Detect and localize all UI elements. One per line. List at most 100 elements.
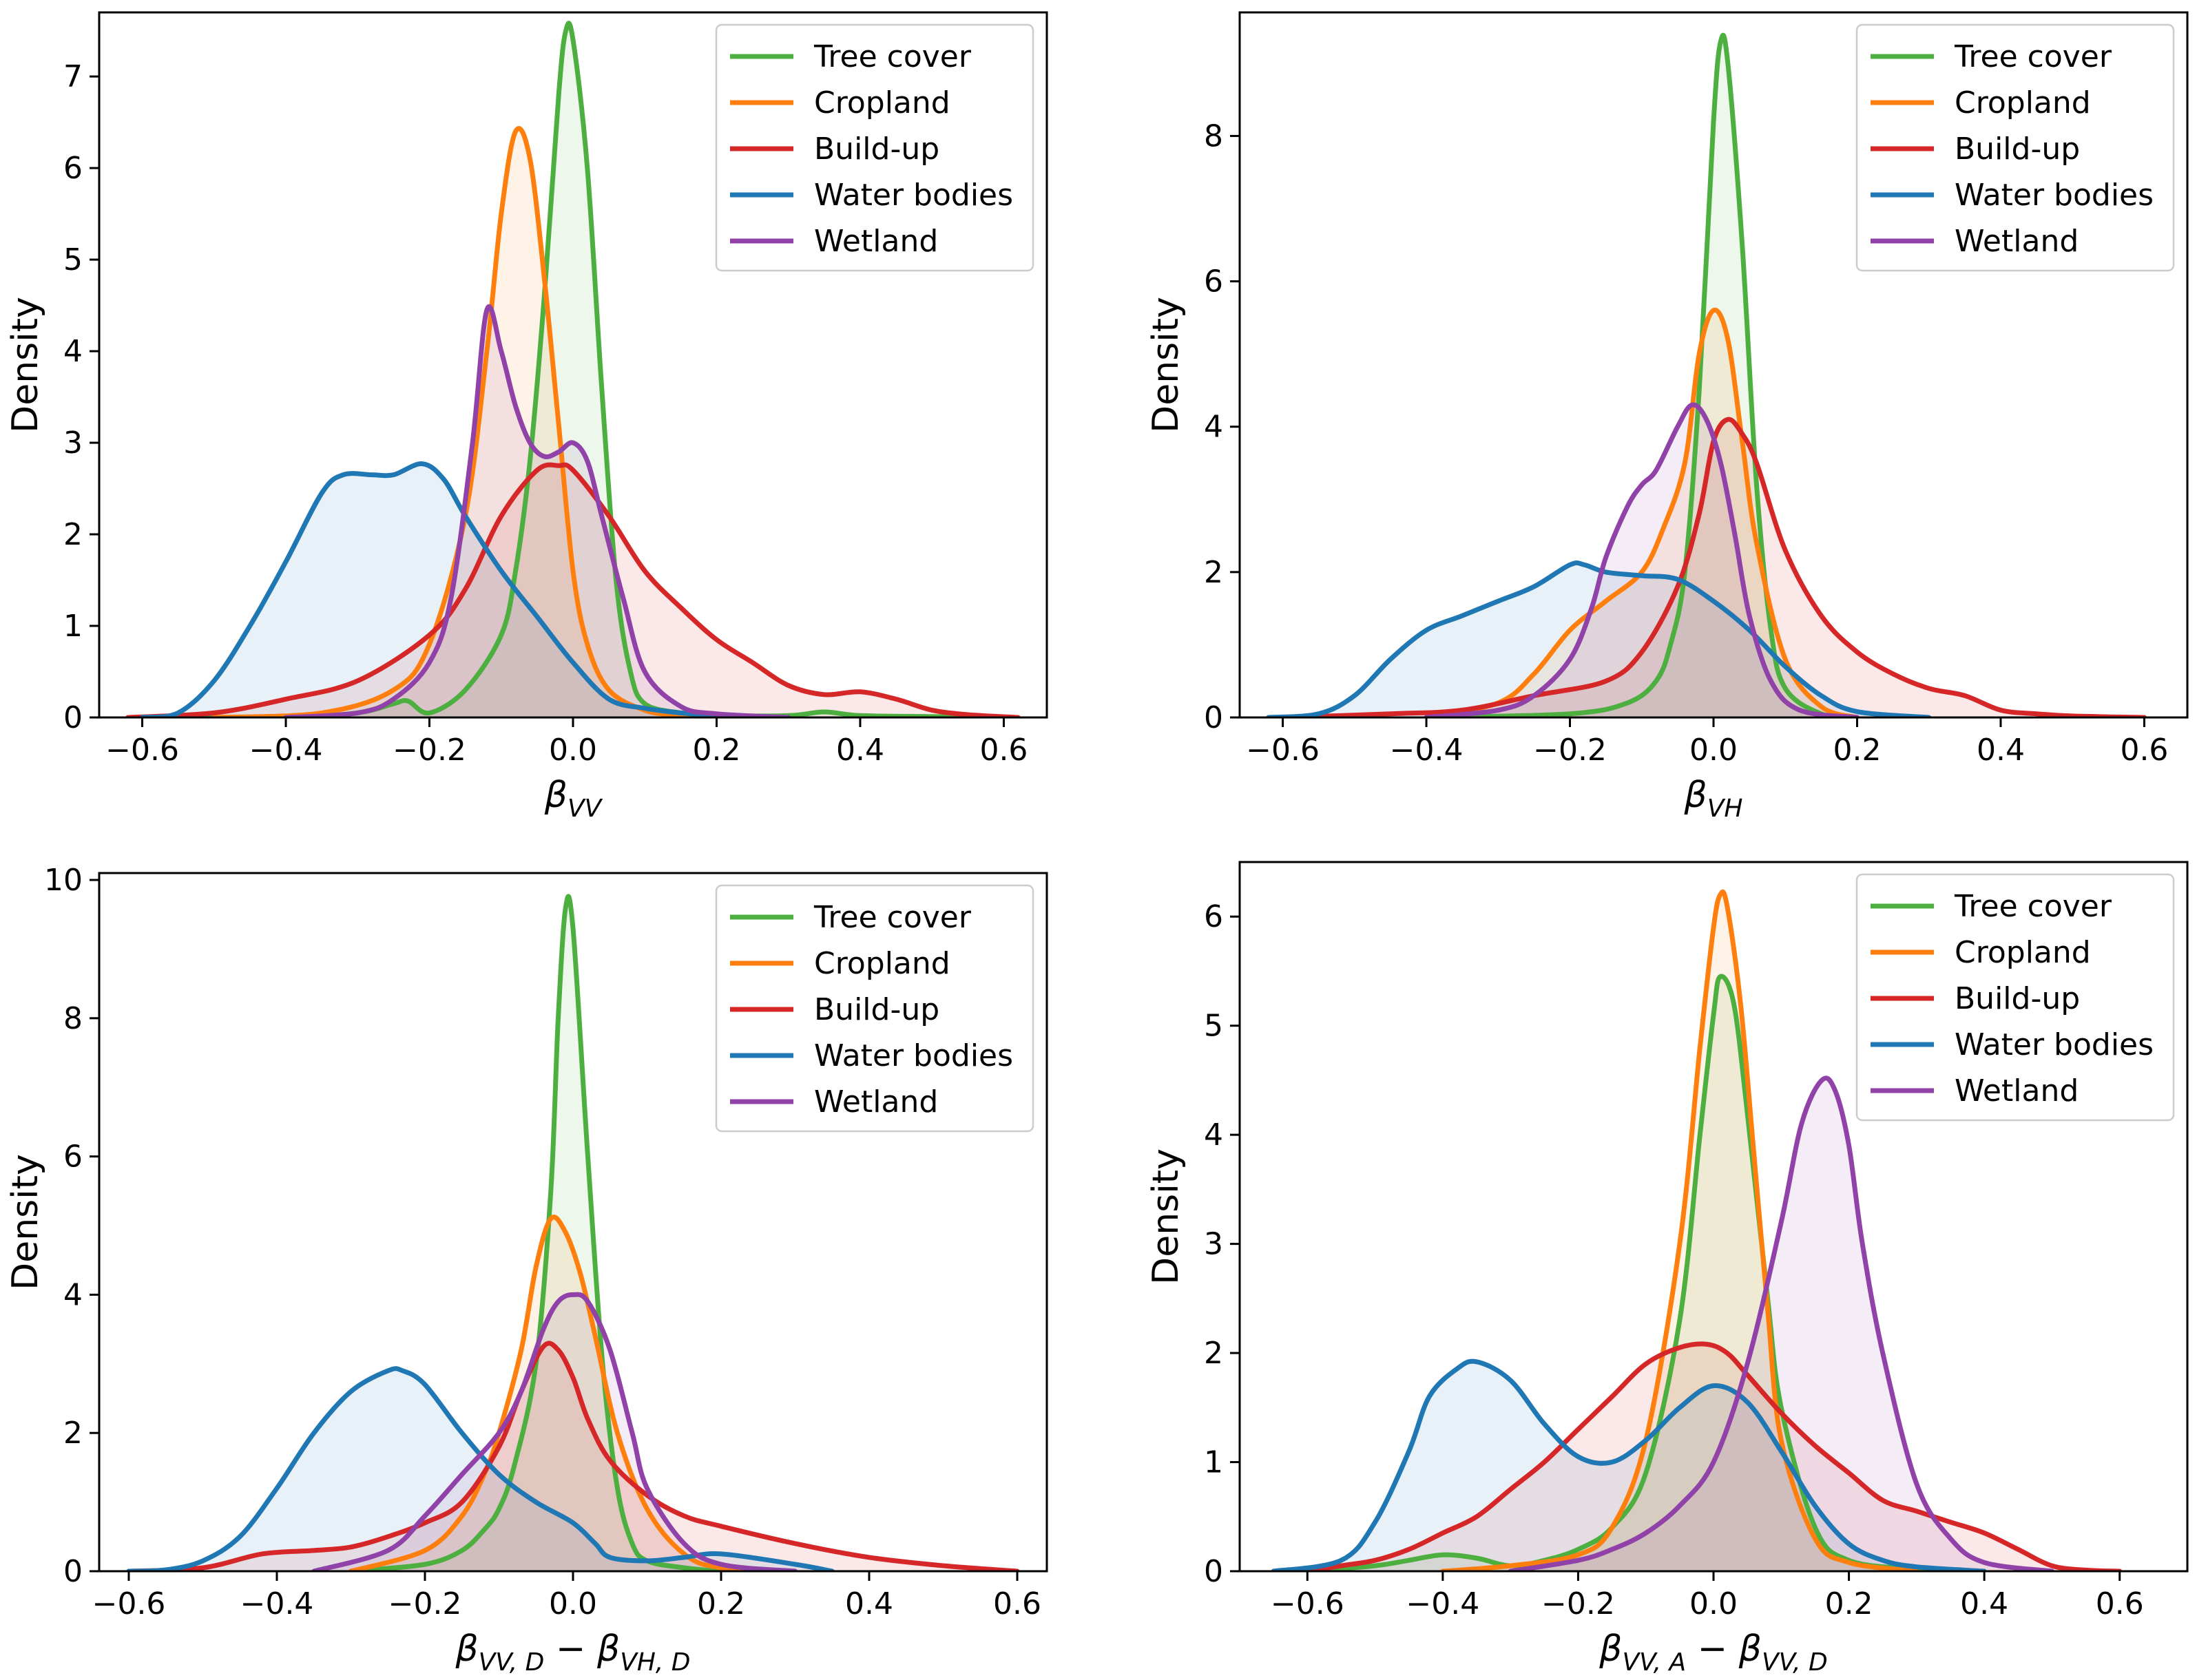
x-tick-label: −0.2 [1541, 1586, 1615, 1621]
x-axis-label: βVH [1684, 775, 1743, 823]
y-axis-label: Density [1145, 1148, 1187, 1285]
x-tick-label: 0.0 [549, 733, 597, 768]
legend-label: Tree cover [813, 900, 972, 935]
x-tick-label: −0.4 [1406, 1586, 1479, 1621]
legend-box [1855, 873, 2175, 1122]
x-tick-label: −0.4 [249, 733, 323, 768]
x-tick-label: 0.4 [1977, 733, 2025, 768]
y-tick-label: 3 [63, 426, 83, 461]
y-tick-label: 4 [1204, 1117, 1223, 1153]
y-tick-label: 2 [63, 517, 83, 552]
density-fill-tree-cover [351, 896, 721, 1571]
density-line-tree-cover [348, 894, 724, 1571]
y-axis-label: Density [5, 297, 46, 433]
chart-panel-vv: −0.6 −0.4 −0.2 0.0 0.2 0.4 0.6 0 1 2 3 4 5 6 7 Density β… [5, 11, 1048, 823]
density-line-wetland [311, 1292, 798, 1571]
x-tick-label: 0.2 [697, 1586, 745, 1621]
y-tick-label: 4 [1204, 410, 1223, 445]
legend-label: Wetland [814, 224, 938, 259]
density-line-tree-cover [1304, 974, 1987, 1571]
x-tick-label: −0.2 [388, 1586, 462, 1621]
density-line-wetland [283, 304, 791, 717]
density-fill-tree-cover [1426, 35, 1857, 717]
y-axis-label: Density [1145, 297, 1187, 433]
x-tick-label: 0.0 [1689, 733, 1738, 768]
density-line-cropland [1424, 307, 1860, 717]
density-fill-water-bodies [1268, 563, 1929, 717]
density-fill-cropland [214, 128, 717, 717]
x-tick-label: −0.2 [1533, 733, 1607, 768]
y-tick-label: 10 [44, 863, 83, 898]
legend-label: Build-up [814, 992, 939, 1027]
y-tick-label: 0 [63, 700, 83, 735]
chart-panel-diff-ad: −0.6 −0.4 −0.2 0.0 0.2 0.4 0.6 0 1 2 3 4 5 6 Density βV… [1145, 861, 2189, 1677]
legend-label: Wetland [1955, 224, 2079, 259]
legend-label: Cropland [1955, 935, 2091, 970]
density-fill-wetland [313, 1294, 795, 1571]
y-axis-label: Density [5, 1154, 46, 1290]
x-tick-label: −0.4 [240, 1586, 314, 1621]
y-tick-label: 4 [63, 1277, 83, 1312]
y-tick-label: 0 [1204, 700, 1223, 735]
density-fill-tree-cover [178, 23, 968, 717]
legend-label: Tree cover [813, 39, 972, 74]
x-tick-label: 0.6 [2120, 733, 2168, 768]
legend: Tree cover Cropland Build-up Water bodies We… [1855, 23, 2175, 272]
x-axis-label: βVV, A − βVV, D [1599, 1628, 1827, 1677]
x-tick-label: −0.2 [393, 733, 466, 768]
x-tick-label: 0.6 [979, 733, 1028, 768]
y-tick-label: 7 [63, 59, 83, 94]
density-line-wetland [1508, 1075, 2054, 1571]
x-tick-label: −0.6 [1271, 1586, 1344, 1621]
y-tick-label: 0 [63, 1554, 83, 1589]
legend-label: Cropland [814, 946, 950, 981]
density-fill-build-up [129, 1343, 1017, 1571]
legend-label: Water bodies [814, 1038, 1013, 1073]
density-line-water-bodies [140, 461, 791, 717]
legend-label: Tree cover [1954, 889, 2112, 924]
x-axis-label: βVV, D − βVH, D [455, 1628, 690, 1677]
x-tick-label: 0.0 [1689, 1586, 1738, 1621]
x-tick-label: −0.4 [1390, 733, 1464, 768]
x-tick-label: 0.2 [692, 733, 740, 768]
plot-area [125, 21, 1021, 717]
density-fill-wetland [286, 306, 789, 717]
legend: Tree cover Cropland Build-up Water bodies We… [715, 23, 1034, 272]
y-tick-label: 6 [63, 151, 83, 186]
x-tick-label: 0.4 [836, 733, 884, 768]
legend: Tree cover Cropland Build-up Water bodies We… [715, 884, 1034, 1133]
density-fill-build-up [1282, 419, 2145, 717]
density-line-wetland [1424, 402, 1860, 717]
chart-panel-vh: −0.6 −0.4 −0.2 0.0 0.2 0.4 0.6 0 2 4 6 8 Density βVH T… [1145, 11, 2189, 823]
density-fill-cropland [1442, 892, 1917, 1571]
x-axis-label: βVV [544, 775, 603, 823]
density-fill-wetland [1426, 404, 1857, 717]
density-line-build-up [126, 1341, 1020, 1571]
y-tick-label: 1 [1204, 1445, 1223, 1480]
chart-panel-diff-d: −0.6 −0.4 −0.2 0.0 0.2 0.4 0.6 0 2 4 6 8 10 Density βV… [5, 863, 1048, 1677]
y-tick-label: 6 [1204, 264, 1223, 300]
density-line-tree-cover [1424, 32, 1860, 717]
legend-label: Build-up [814, 132, 939, 167]
density-line-cropland [348, 1215, 798, 1571]
plot-area [1266, 32, 2147, 717]
legend-label: Water bodies [1955, 178, 2154, 213]
y-tick-label: 2 [1204, 555, 1223, 590]
x-tick-label: −0.6 [105, 733, 179, 768]
density-fill-build-up [127, 465, 1019, 717]
y-tick-label: 3 [1204, 1227, 1223, 1262]
y-tick-label: 5 [1204, 1009, 1223, 1044]
x-tick-label: −0.6 [1246, 733, 1320, 768]
y-tick-label: 4 [63, 334, 83, 369]
legend-label: Water bodies [814, 178, 1013, 213]
y-tick-label: 2 [63, 1416, 83, 1451]
legend-label: Wetland [1955, 1073, 2079, 1109]
density-line-water-bodies [126, 1366, 835, 1571]
legend-label: Cropland [1955, 85, 2091, 120]
y-tick-label: 8 [1204, 118, 1223, 154]
plot-area [126, 894, 1020, 1571]
density-line-cropland [211, 125, 719, 717]
y-tick-label: 8 [63, 1001, 83, 1036]
density-line-build-up [1304, 1341, 2123, 1571]
